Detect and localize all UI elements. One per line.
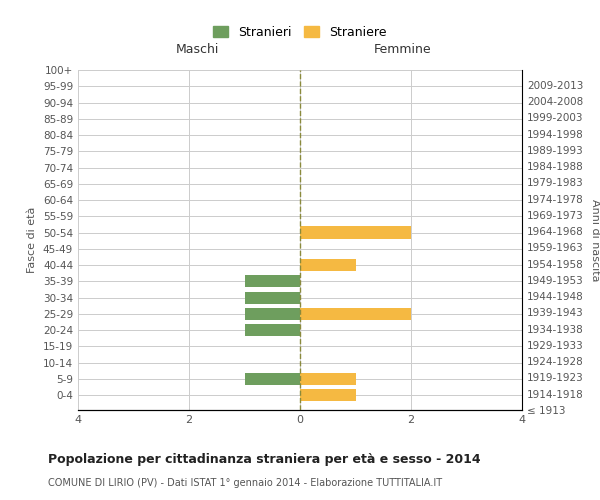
Text: Maschi: Maschi [176,44,220,57]
Bar [300,226,411,238]
Legend: Stranieri, Straniere: Stranieri, Straniere [209,22,391,42]
Y-axis label: Fasce di età: Fasce di età [28,207,37,273]
Bar [245,308,300,320]
Bar [245,373,300,385]
Text: Femmine: Femmine [373,44,431,57]
Bar [245,324,300,336]
Bar [300,308,411,320]
Bar [245,276,300,287]
Text: Popolazione per cittadinanza straniera per età e sesso - 2014: Popolazione per cittadinanza straniera p… [48,452,481,466]
Bar [245,292,300,304]
Bar [300,389,355,402]
Y-axis label: Anni di nascita: Anni di nascita [590,198,600,281]
Bar [300,373,355,385]
Bar [300,259,355,271]
Text: COMUNE DI LIRIO (PV) - Dati ISTAT 1° gennaio 2014 - Elaborazione TUTTITALIA.IT: COMUNE DI LIRIO (PV) - Dati ISTAT 1° gen… [48,478,442,488]
